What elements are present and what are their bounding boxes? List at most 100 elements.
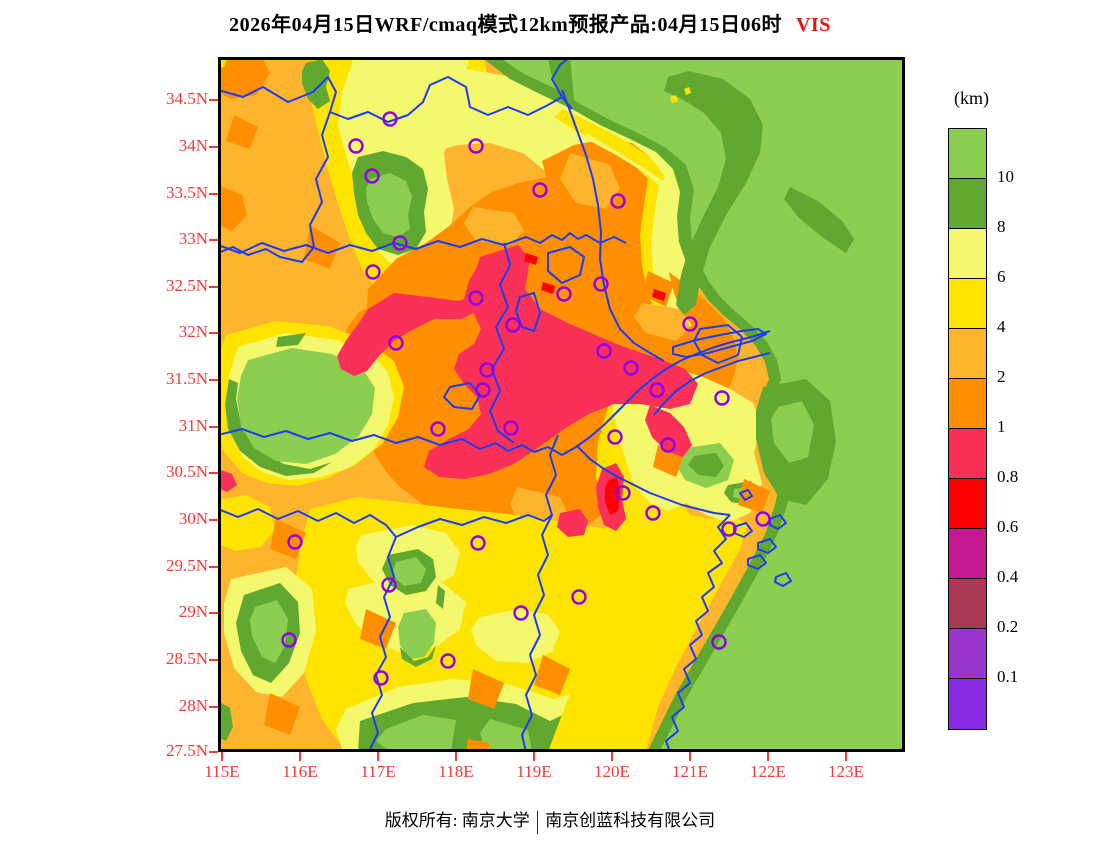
title-main: 2026年04月15日WRF/cmaq模式12km预报产品:04月15日06时 (229, 14, 782, 36)
station-marker (281, 632, 297, 648)
station-marker (365, 264, 381, 280)
station-marker (475, 382, 491, 398)
contour-region (218, 57, 270, 99)
lat-tick-mark (209, 426, 218, 428)
colorbar-tick-label: 2 (997, 367, 1006, 386)
colorbar-tick-label: 0.6 (997, 517, 1019, 536)
colorbar-cell (949, 579, 986, 629)
province-boundary (577, 446, 731, 516)
lat-tick-mark (209, 472, 218, 474)
lat-tick-label: 34N (178, 136, 208, 155)
station-marker (556, 286, 572, 302)
province-boundary (653, 352, 771, 416)
station-marker (392, 235, 408, 251)
contour-region (424, 245, 698, 479)
contour-region (218, 185, 247, 231)
station-marker (607, 429, 623, 445)
contour-region (557, 509, 588, 537)
station-marker (440, 653, 456, 669)
colorbar-cell (949, 179, 986, 229)
contour-region (645, 405, 692, 457)
station-marker (532, 182, 548, 198)
station-marker (505, 317, 521, 333)
lat-tick-label: 33.5N (165, 183, 208, 202)
contour-region (642, 271, 674, 307)
contour-region (738, 479, 770, 513)
lon-tick-label: 120E (594, 762, 630, 781)
lat-tick-label: 29.5N (165, 556, 208, 575)
lon-tick-label: 123E (828, 762, 864, 781)
station-marker (468, 138, 484, 154)
lon-tick-mark (221, 752, 223, 761)
colorbar-cell (949, 529, 986, 579)
station-marker (381, 577, 397, 593)
contour-region (366, 173, 412, 237)
station-marker (470, 535, 486, 551)
lat-tick-mark (209, 332, 218, 334)
contour-region (337, 293, 480, 376)
lon-tick-label: 117E (360, 762, 396, 781)
lon-tick-mark (689, 752, 691, 761)
station-marker (382, 111, 398, 127)
station-marker (711, 634, 727, 650)
lon-tick-mark (299, 752, 301, 761)
station-marker (373, 670, 389, 686)
contour-region (480, 719, 532, 752)
water-outline (757, 538, 777, 554)
visibility-map (218, 57, 905, 752)
lat-tick-mark (209, 239, 218, 241)
lat-tick-label: 34.5N (165, 89, 208, 108)
water-outline (547, 246, 585, 284)
contour-region (376, 715, 456, 752)
lat-tick-label: 31.5N (165, 369, 208, 388)
station-marker (623, 360, 639, 376)
contour-region (652, 289, 666, 301)
lat-tick-label: 29N (178, 602, 208, 621)
lat-tick-label: 32.5N (165, 276, 208, 295)
lon-tick-label: 118E (438, 762, 474, 781)
contour-region (392, 557, 426, 586)
contour-region (784, 187, 854, 253)
contour-region (264, 693, 300, 735)
lon-tick-label: 122E (750, 762, 786, 781)
page-title: 2026年04月15日WRF/cmaq模式12km预报产品:04月15日06时 V… (0, 8, 1060, 37)
station-marker (364, 168, 380, 184)
water-outline (515, 292, 541, 332)
colorbar-cell (949, 279, 986, 329)
contour-region (225, 379, 332, 476)
contour-region (541, 282, 555, 294)
lat-tick-mark (209, 612, 218, 614)
contour-region (534, 655, 570, 695)
lat-tick-mark (209, 99, 218, 101)
lon-tick-label: 115E (204, 762, 240, 781)
lat-tick-mark (209, 566, 218, 568)
lat-tick-label: 28.5N (165, 649, 208, 668)
station-marker (660, 437, 676, 453)
lat-tick-mark (209, 193, 218, 195)
station-marker (714, 390, 730, 406)
lat-tick-mark (209, 286, 218, 288)
colorbar-cell (949, 229, 986, 279)
contour-region (250, 600, 288, 663)
colorbar-tick-label: 0.2 (997, 617, 1019, 636)
contour-region (499, 57, 905, 752)
province-boundary (218, 508, 397, 538)
credit-owner: 版权所有: 南京大学 (384, 811, 530, 830)
colorbar-cell (949, 429, 986, 479)
lon-tick-mark (533, 752, 535, 761)
station-marker (430, 421, 446, 437)
lat-tick-mark (209, 659, 218, 661)
contour-region (226, 115, 258, 149)
colorbar-cell (949, 379, 986, 429)
station-marker (479, 362, 495, 378)
water-outline (769, 514, 787, 530)
contour-region (605, 477, 620, 515)
contour-region (771, 401, 814, 463)
contour-region (688, 453, 724, 477)
colorbar-cell (949, 329, 986, 379)
contour-region (360, 609, 396, 649)
colorbar-tick-label: 10 (997, 167, 1014, 186)
lat-tick-mark (209, 379, 218, 381)
station-marker (649, 382, 665, 398)
contour-region (468, 669, 504, 709)
